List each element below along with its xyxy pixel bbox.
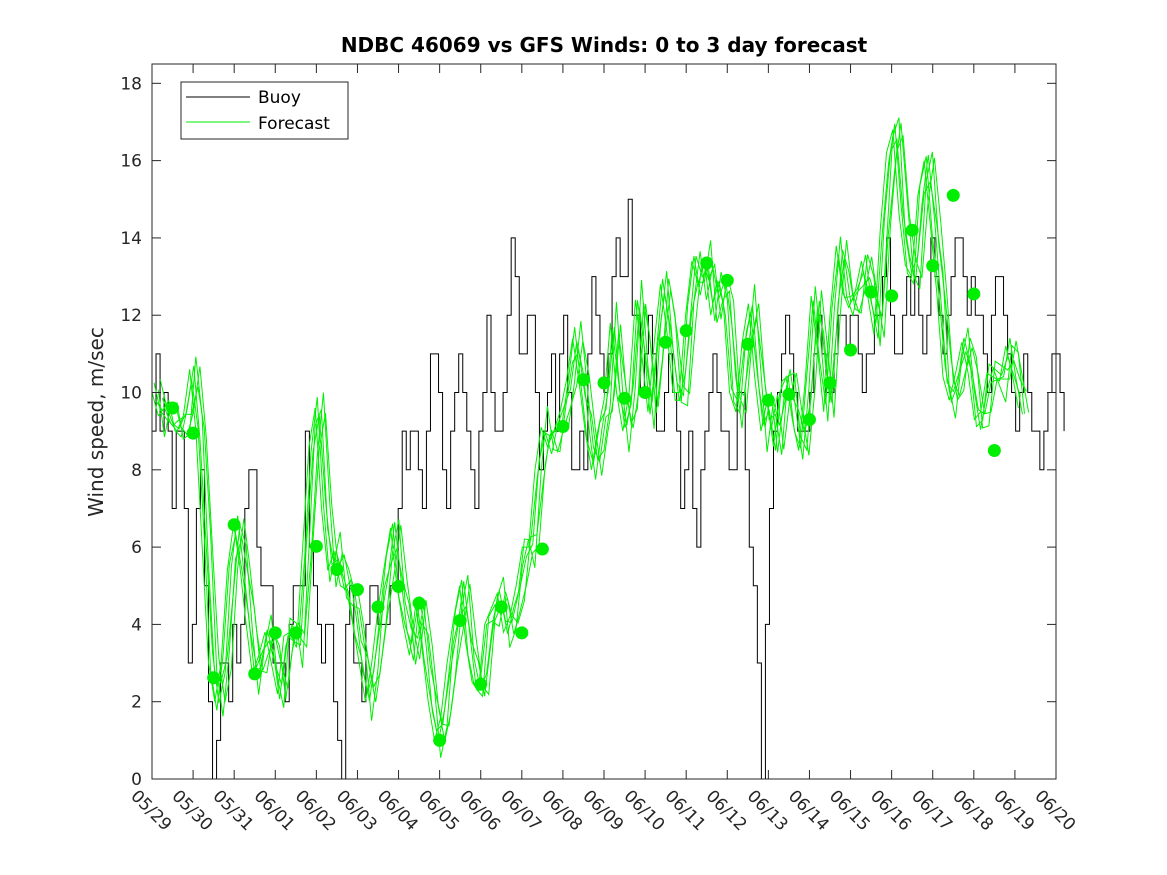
forecast-marker-point bbox=[392, 580, 406, 594]
forecast-marker-point bbox=[289, 626, 303, 640]
legend-buoy-label: Buoy bbox=[258, 88, 301, 108]
x-tick-label: 06/05 bbox=[414, 786, 463, 835]
forecast-series-line-1 bbox=[151, 129, 1019, 741]
forecast-marker-point bbox=[823, 376, 837, 390]
x-tick-label: 06/17 bbox=[907, 786, 956, 835]
forecast-marker-point bbox=[474, 677, 488, 691]
forecast-marker-point bbox=[597, 376, 611, 390]
x-tick-label: 06/04 bbox=[373, 786, 422, 835]
legend: Buoy Forecast bbox=[180, 81, 349, 140]
forecast-marker-point bbox=[987, 443, 1001, 457]
x-tick-label: 06/03 bbox=[332, 786, 381, 835]
x-tick-label: 06/07 bbox=[496, 786, 545, 835]
forecast-marker-point bbox=[967, 287, 981, 301]
forecast-marker-point bbox=[905, 223, 919, 237]
x-tick-label: 06/19 bbox=[989, 786, 1038, 835]
forecast-marker-point bbox=[679, 324, 693, 338]
x-tick-label: 06/15 bbox=[825, 786, 874, 835]
x-tick-label: 06/16 bbox=[866, 786, 915, 835]
forecast-marker-point bbox=[844, 343, 858, 357]
forecast-marker-point bbox=[207, 671, 221, 685]
chart-title: NDBC 46069 vs GFS Winds: 0 to 3 day fore… bbox=[341, 33, 868, 57]
forecast-marker-point bbox=[946, 188, 960, 202]
plot-frame bbox=[151, 63, 1057, 780]
y-tick-label: 18 bbox=[120, 74, 142, 94]
x-tick-label: 05/30 bbox=[168, 786, 217, 835]
forecast-marker-point bbox=[885, 289, 899, 303]
forecast-marker-point bbox=[576, 373, 590, 387]
y-tick-label: 10 bbox=[120, 384, 142, 404]
buoy-series-line bbox=[152, 198, 1065, 780]
y-tick-label: 8 bbox=[131, 461, 142, 481]
x-tick-label: 06/06 bbox=[455, 786, 504, 835]
forecast-marker-point bbox=[494, 600, 508, 614]
forecast-marker-point bbox=[371, 600, 385, 614]
forecast-marker-point bbox=[515, 626, 529, 640]
forecast-marker-point bbox=[433, 733, 447, 747]
forecast-marker-point bbox=[186, 426, 200, 440]
forecast-marker-point bbox=[864, 285, 878, 299]
x-tick-label: 06/20 bbox=[1030, 786, 1079, 835]
forecast-marker-point bbox=[926, 259, 940, 273]
forecast-marker-point bbox=[309, 539, 323, 553]
forecast-marker-point bbox=[659, 335, 673, 349]
forecast-marker-point bbox=[330, 563, 344, 577]
x-tick-label: 06/11 bbox=[661, 786, 710, 835]
forecast-marker-point bbox=[556, 420, 570, 434]
forecast-marker-point bbox=[166, 401, 180, 415]
y-tick-label: 12 bbox=[120, 306, 142, 326]
legend-box bbox=[180, 81, 349, 140]
x-tick-label: 06/12 bbox=[702, 786, 751, 835]
forecast-marker-point bbox=[761, 393, 775, 407]
forecast-marker-point bbox=[412, 596, 426, 610]
forecast-series-line-5 bbox=[159, 122, 1027, 727]
forecast-marker-point bbox=[535, 542, 549, 556]
y-tick-label: 0 bbox=[131, 770, 142, 790]
x-tick-label: 06/01 bbox=[250, 786, 299, 835]
y-tick-label: 14 bbox=[120, 229, 142, 249]
forecast-marker-point bbox=[453, 614, 467, 628]
forecast-marker-point bbox=[268, 626, 282, 640]
forecast-marker-point bbox=[350, 583, 364, 597]
forecast-marker-point bbox=[700, 256, 714, 270]
forecast-marker-point bbox=[227, 518, 241, 532]
legend-forecast-label: Forecast bbox=[258, 114, 330, 134]
forecast-series-line-6 bbox=[161, 135, 1030, 742]
forecast-marker-point bbox=[248, 667, 262, 681]
x-tick-label: 05/31 bbox=[209, 786, 258, 835]
plot-area: 0 2 4 6 8 10 12 14 16 18 05/2905/3005/3106/0106/02… bbox=[120, 63, 1079, 835]
forecast-marker-point bbox=[782, 387, 796, 401]
x-tick-label: 06/08 bbox=[537, 786, 586, 835]
x-tick-label: 06/14 bbox=[784, 786, 833, 835]
x-tick-label: 06/10 bbox=[620, 786, 669, 835]
x-tick-label: 06/18 bbox=[948, 786, 997, 835]
x-tick-label: 05/29 bbox=[126, 786, 175, 835]
y-tick-label: 6 bbox=[131, 538, 142, 558]
forecast-series-line-3 bbox=[155, 137, 1023, 741]
y-tick-label: 16 bbox=[120, 152, 142, 172]
x-tick-label: 06/13 bbox=[743, 786, 792, 835]
forecast-series-line-4 bbox=[157, 117, 1025, 758]
x-tick-label: 06/09 bbox=[578, 786, 627, 835]
forecast-marker-point bbox=[802, 413, 816, 427]
y-tick-label: 4 bbox=[131, 615, 142, 635]
x-tick-label: 06/02 bbox=[291, 786, 340, 835]
forecast-marker-point bbox=[638, 386, 652, 400]
forecast-marker-point bbox=[618, 391, 632, 405]
forecast-marker-point bbox=[741, 337, 755, 351]
y-tick-label: 2 bbox=[131, 693, 142, 713]
forecast-marker-point bbox=[720, 273, 734, 287]
y-axis-label: Wind speed, m/sec bbox=[84, 327, 108, 517]
